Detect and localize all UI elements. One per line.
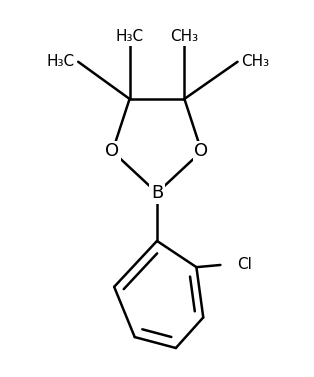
Text: CH₃: CH₃ [171, 29, 198, 44]
Text: H₃C: H₃C [46, 54, 75, 69]
Text: Cl: Cl [237, 257, 252, 273]
Text: CH₃: CH₃ [241, 54, 269, 69]
Text: H₃C: H₃C [116, 29, 143, 44]
Text: O: O [106, 143, 120, 160]
Text: O: O [194, 143, 208, 160]
Text: B: B [151, 184, 163, 202]
